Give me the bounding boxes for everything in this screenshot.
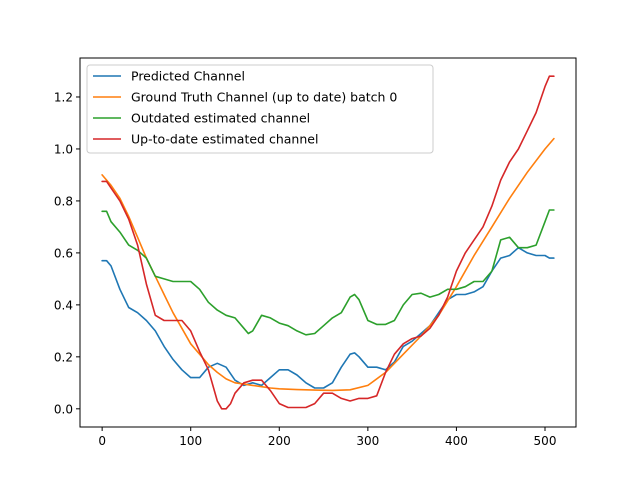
x-tick-label: 300 — [356, 434, 379, 448]
x-tick-label: 0 — [98, 434, 106, 448]
plot-frame — [79, 57, 577, 428]
series-line-2 — [101, 209, 555, 336]
y-tick-label: 1.2 — [54, 90, 73, 104]
legend-label: Ground Truth Channel (up to date) batch … — [131, 90, 397, 105]
y-tick-label: 0.2 — [54, 350, 73, 364]
series-line-0 — [101, 246, 555, 389]
legend-box — [86, 64, 434, 154]
y-tick-label: 0.4 — [54, 298, 73, 312]
legend: Predicted Channel Ground Truth Channel (u… — [86, 64, 434, 154]
x-tick-label: 200 — [268, 434, 291, 448]
legend-label: Outdated estimated channel — [131, 111, 310, 126]
y-tick-label: 0.0 — [54, 402, 73, 416]
x-tick-label: 400 — [445, 434, 468, 448]
legend-label: Predicted Channel — [131, 69, 245, 84]
y-axis: 0.0 0.2 0.4 0.6 0.8 1.0 1.2 — [54, 90, 80, 416]
legend-label: Up-to-date estimated channel — [131, 132, 318, 147]
y-tick-label: 0.6 — [54, 246, 73, 260]
series-line-3 — [101, 75, 555, 410]
series-layer — [101, 75, 555, 410]
x-tick-label: 500 — [534, 434, 557, 448]
y-tick-label: 0.8 — [54, 194, 73, 208]
y-tick-label: 1.0 — [54, 142, 73, 156]
x-axis: 0 100 200 300 400 500 — [98, 427, 556, 448]
x-tick-label: 100 — [179, 434, 202, 448]
